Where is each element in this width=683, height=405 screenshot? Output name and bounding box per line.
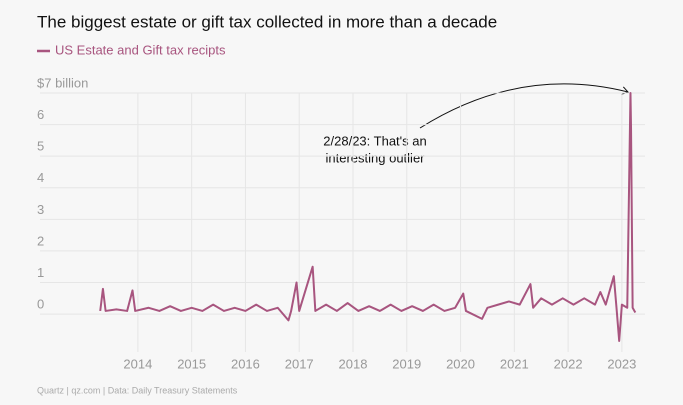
- x-tick-label: 2019: [392, 356, 421, 371]
- legend-label: US Estate and Gift tax recipts: [55, 42, 226, 57]
- series-line: [99, 92, 637, 342]
- x-tick-label: 2022: [554, 356, 583, 371]
- x-tick-label: 2020: [446, 356, 475, 371]
- x-tick-label: 2021: [500, 356, 529, 371]
- y-tick-label: 4: [37, 170, 44, 185]
- y-tick-label: 2: [37, 233, 44, 248]
- y-tick-label: 0: [37, 297, 44, 312]
- y-tick-label: 5: [37, 139, 44, 154]
- x-tick-label: 2016: [231, 356, 260, 371]
- y-tick-label: $7 billion: [37, 75, 88, 90]
- x-tick-label: 2017: [285, 356, 314, 371]
- x-tick-label: 2023: [607, 356, 636, 371]
- annotation-arrow: [419, 83, 628, 129]
- plot: 2014 2015 2016 2017 2018 2019 2020 2021 2022 2023…: [37, 75, 645, 371]
- annotation: interesting outlier: [326, 150, 426, 165]
- source: Quartz | qz.com | Data: Daily Treasury S…: [37, 385, 238, 395]
- chart-title: The biggest estate or gift tax collected…: [37, 12, 497, 31]
- x-tick-label: 2015: [177, 356, 206, 371]
- y-tick-label: 3: [37, 202, 44, 217]
- annotation: 2/28/23: That's an: [323, 133, 426, 148]
- y-tick-label: 6: [37, 107, 44, 122]
- y-tick-label: 1: [37, 265, 44, 280]
- x-tick-label: 2018: [339, 356, 368, 371]
- x-tick-label: 2014: [123, 356, 152, 371]
